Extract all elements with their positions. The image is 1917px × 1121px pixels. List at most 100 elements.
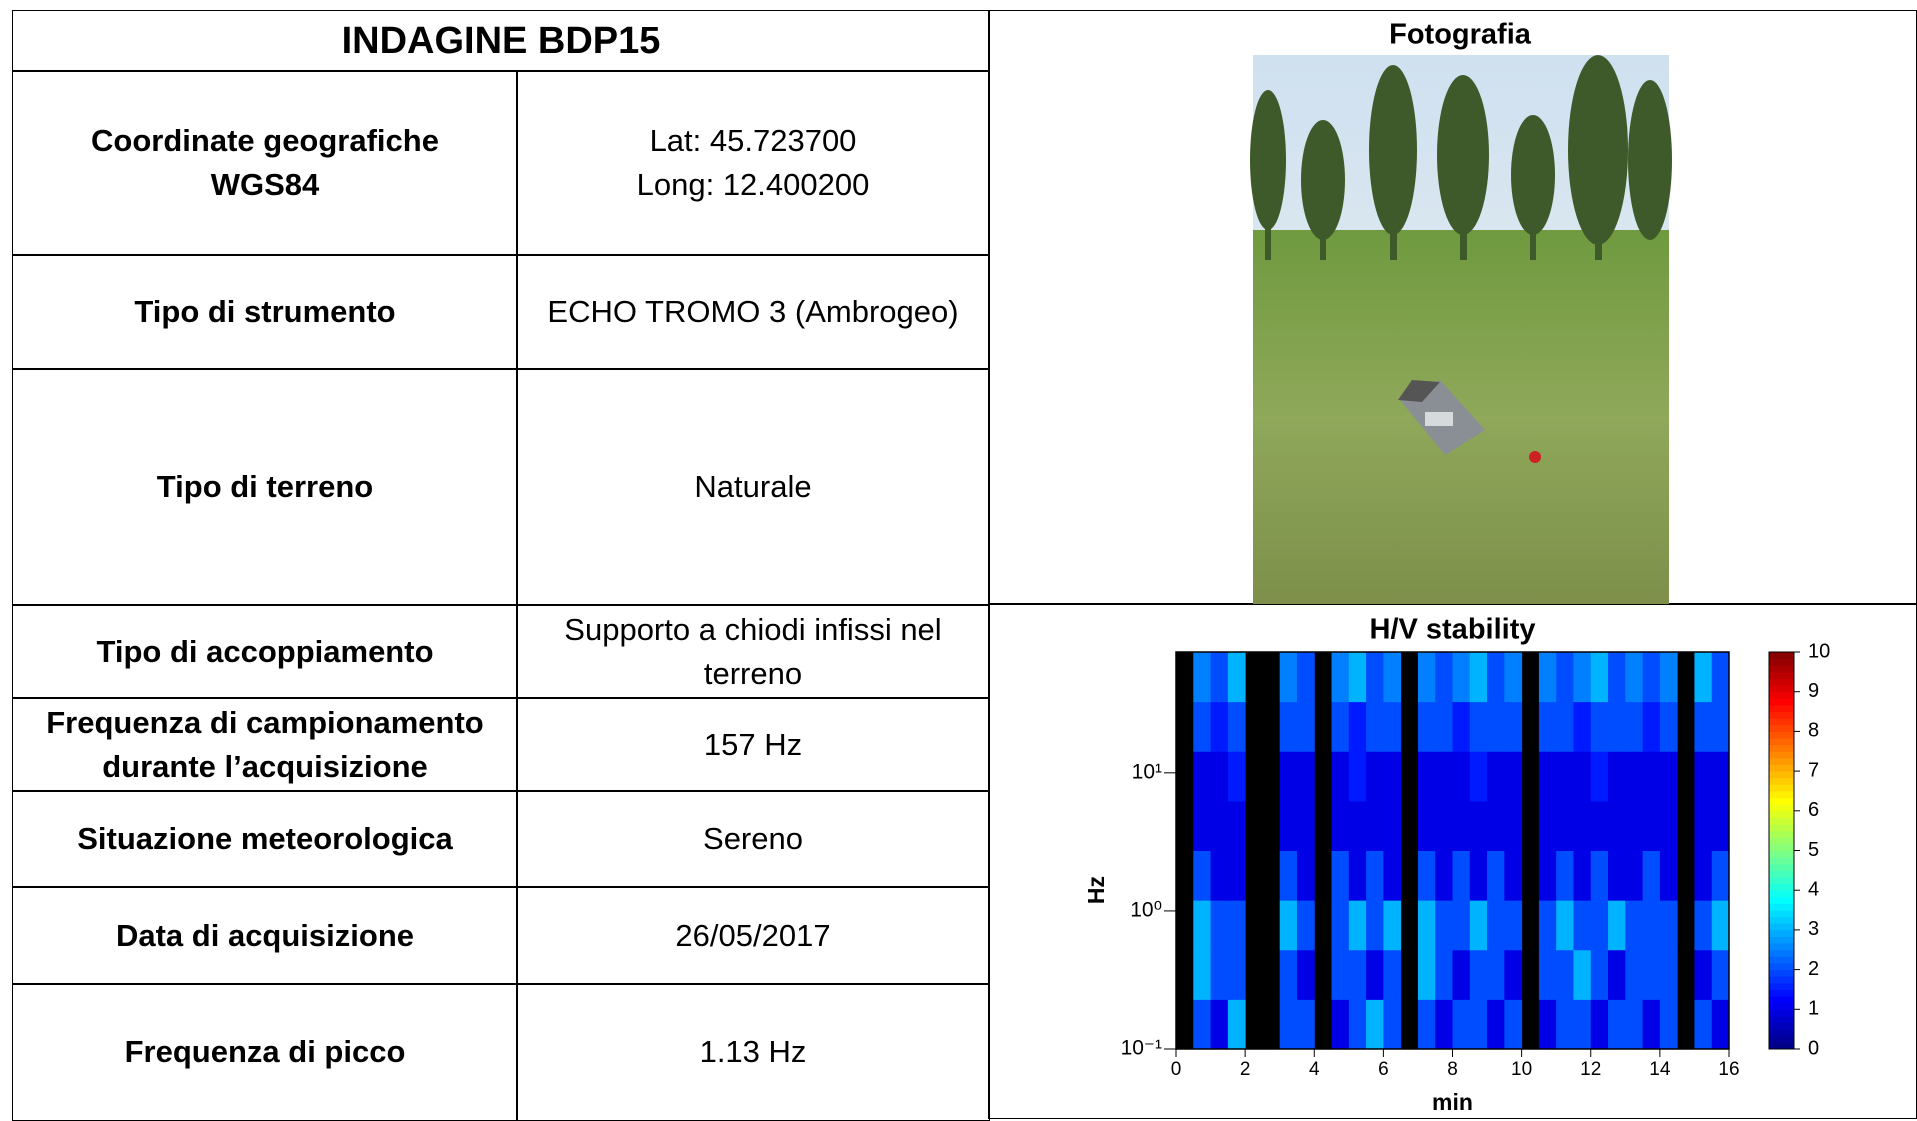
heat-cell xyxy=(1711,800,1730,851)
heat-cell xyxy=(1296,701,1315,752)
heat-cell xyxy=(1711,701,1730,752)
heat-cell xyxy=(1279,800,1298,851)
colorbar-step xyxy=(1769,751,1794,759)
colorbar-step xyxy=(1769,790,1794,799)
colorbar-step xyxy=(1769,744,1794,752)
heat-cell xyxy=(1642,701,1661,752)
heat-cell xyxy=(1642,751,1661,802)
heat-cell xyxy=(1383,751,1402,802)
heat-cell xyxy=(1469,701,1488,752)
colorbar-tick-label: 6 xyxy=(1808,799,1819,821)
x-tick-label: 10 xyxy=(1511,1059,1532,1080)
label-cell: Coordinate geografiche WGS84 xyxy=(12,70,518,256)
heat-cell xyxy=(1642,652,1661,703)
heat-cell xyxy=(1625,850,1644,901)
heat-cell xyxy=(1659,701,1678,752)
heat-cell xyxy=(1348,652,1367,703)
heat-cell xyxy=(1417,900,1436,951)
heat-cell xyxy=(1659,999,1678,1050)
colorbar-step xyxy=(1769,876,1794,885)
heat-cell xyxy=(1435,701,1453,752)
colorbar-step xyxy=(1769,850,1794,858)
colorbar-step xyxy=(1769,923,1794,931)
heat-cell xyxy=(1590,999,1609,1050)
heat-cell xyxy=(1659,652,1678,703)
colorbar-step xyxy=(1769,982,1794,990)
heat-cell xyxy=(1366,701,1384,752)
x-tick-label: 0 xyxy=(1171,1059,1182,1080)
heat-cell xyxy=(1573,751,1592,802)
heat-cell xyxy=(1227,900,1246,951)
colorbar-tick-label: 3 xyxy=(1808,918,1819,940)
heat-cell xyxy=(1210,900,1229,951)
colorbar-step xyxy=(1769,903,1794,911)
heat-cell xyxy=(1210,751,1229,802)
colorbar-step xyxy=(1769,757,1794,765)
heat-cell xyxy=(1504,652,1523,703)
heat-cell xyxy=(1452,652,1471,703)
heat-cell xyxy=(1279,949,1298,1000)
heat-cell xyxy=(1625,751,1644,802)
value-text: Supporto a chiodi infissi nel xyxy=(564,611,942,647)
heat-cell xyxy=(1573,652,1592,703)
heat-cell xyxy=(1556,652,1574,703)
heat-cell xyxy=(1625,999,1644,1050)
heat-cell xyxy=(1642,800,1661,851)
colorbar-tick-label: 1 xyxy=(1808,998,1819,1020)
heat-cell xyxy=(1210,850,1229,901)
heat-cell xyxy=(1383,949,1402,1000)
colorbar-step xyxy=(1769,916,1794,924)
colorbar-step xyxy=(1769,764,1794,772)
colorbar-tick-label: 10 xyxy=(1808,640,1830,662)
heat-cell xyxy=(1573,800,1592,851)
heat-cell xyxy=(1487,999,1505,1050)
heat-cell xyxy=(1193,949,1212,1000)
colorbar-step xyxy=(1769,1009,1794,1017)
colorbar-step xyxy=(1769,943,1794,951)
heat-cell xyxy=(1331,900,1350,951)
value-cell: ECHO TROMO 3 (Ambrogeo) xyxy=(516,254,990,370)
colorbar-step xyxy=(1769,896,1794,904)
x-tick-label: 2 xyxy=(1240,1059,1251,1080)
heat-cell xyxy=(1487,900,1505,951)
colorbar-step xyxy=(1769,691,1794,699)
y-tick-label: 10⁻¹ xyxy=(1121,1037,1162,1060)
colorbar-step xyxy=(1769,671,1794,679)
heat-cell xyxy=(1469,751,1488,802)
heat-cell xyxy=(1642,900,1661,951)
heat-cell xyxy=(1573,999,1592,1050)
label-cell: Tipo di accoppiamento xyxy=(12,604,518,699)
label-cell: Tipo di strumento xyxy=(12,254,518,370)
x-tick-label: 14 xyxy=(1649,1059,1671,1080)
label-text: Frequenza di campionamento xyxy=(46,704,484,740)
heat-cell xyxy=(1556,949,1574,1000)
colorbar-step xyxy=(1769,936,1794,944)
value-text: Sereno xyxy=(703,821,803,856)
value-text: 26/05/2017 xyxy=(675,917,831,953)
value-text: terreno xyxy=(703,655,803,691)
colorbar-step xyxy=(1769,830,1794,838)
heat-cell xyxy=(1452,850,1471,901)
heat-cell xyxy=(1383,850,1402,901)
heat-cell xyxy=(1193,751,1212,802)
heat-cell xyxy=(1279,850,1298,901)
heat-cell xyxy=(1556,850,1574,901)
heat-cell xyxy=(1296,652,1315,703)
label-cell: Tipo di terreno xyxy=(12,368,518,606)
heat-cell xyxy=(1487,652,1505,703)
heat-cell xyxy=(1659,850,1678,901)
heat-cell xyxy=(1590,751,1609,802)
heat-cell xyxy=(1625,900,1644,951)
heat-cell xyxy=(1504,850,1523,901)
y-axis-label: Hz xyxy=(1083,876,1109,904)
heat-cell xyxy=(1331,652,1350,703)
heat-cell xyxy=(1711,900,1730,951)
label-text: WGS84 xyxy=(210,167,320,202)
heat-cell xyxy=(1417,800,1436,851)
heat-cell xyxy=(1625,652,1644,703)
heat-cell xyxy=(1193,800,1212,851)
heat-cell xyxy=(1417,850,1436,901)
heat-cell xyxy=(1590,701,1609,752)
heat-cell xyxy=(1210,999,1229,1050)
